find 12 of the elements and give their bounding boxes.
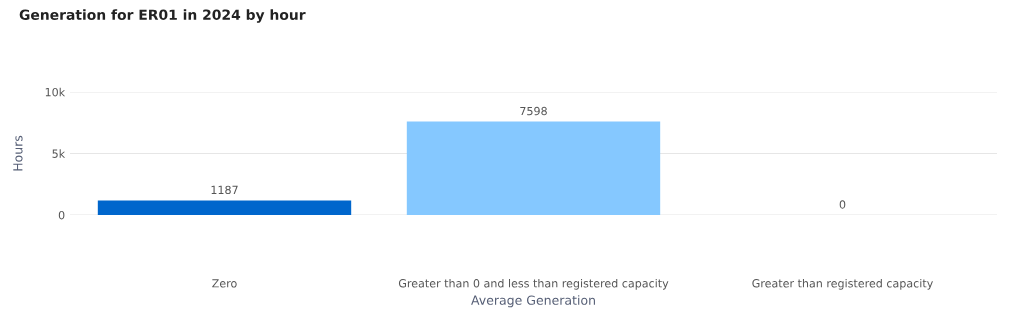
chart-title: Generation for ER01 in 2024 by hour xyxy=(19,9,306,23)
data-label: 0 xyxy=(839,200,846,209)
y-axis-title: Hours xyxy=(13,135,23,171)
y-tick-label: 5k xyxy=(52,149,66,158)
y-tick-label: 0 xyxy=(58,210,65,220)
y-tick-label: 10k xyxy=(45,87,66,97)
x-axis-title: Average Generation xyxy=(471,295,595,308)
data-label: 7598 xyxy=(520,106,547,116)
x-tick-label: Greater than 0 and less than registered capacity xyxy=(398,278,669,290)
x-tick-label: Zero xyxy=(212,279,237,288)
data-label: 1187 xyxy=(211,185,238,195)
x-tick-label: Greater than registered capacity xyxy=(752,278,933,290)
